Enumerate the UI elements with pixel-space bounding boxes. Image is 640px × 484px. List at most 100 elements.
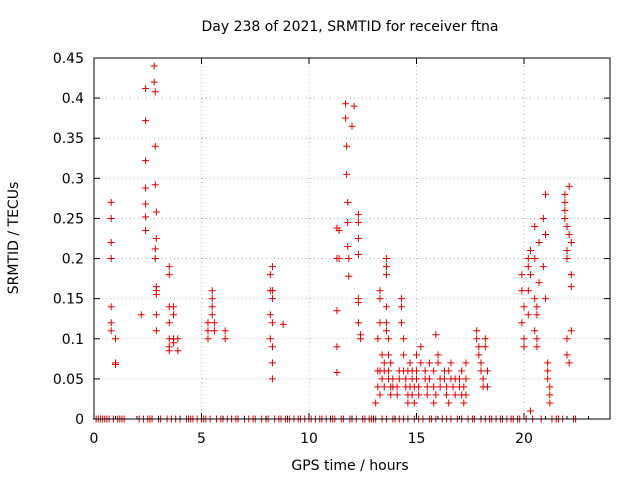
data-point — [423, 383, 431, 391]
data-point — [268, 343, 276, 351]
data-point — [165, 271, 173, 279]
data-point — [413, 351, 420, 359]
data-point — [354, 251, 362, 259]
data-point — [520, 343, 528, 351]
data-point — [389, 375, 397, 383]
data-point — [268, 375, 276, 383]
data-point — [151, 255, 159, 263]
data-point — [434, 359, 442, 367]
data-point — [208, 303, 216, 311]
data-point — [443, 391, 451, 399]
data-point — [400, 351, 408, 359]
data-point — [150, 62, 158, 70]
data-point — [142, 184, 150, 192]
data-point — [397, 319, 405, 327]
data-point — [397, 295, 405, 303]
data-point — [333, 307, 341, 315]
plot-frame — [93, 57, 611, 420]
data-point — [137, 311, 145, 319]
data-point — [518, 287, 526, 295]
data-point — [415, 383, 423, 391]
data-point — [561, 190, 569, 198]
data-point — [404, 399, 412, 407]
data-point — [354, 235, 362, 242]
data-point — [150, 78, 158, 86]
data-point — [524, 287, 532, 295]
data-point — [382, 255, 390, 263]
y-tick-label: 0.35 — [53, 131, 84, 147]
data-point — [385, 367, 393, 375]
data-point — [563, 247, 571, 255]
y-tick-label: 0.3 — [62, 171, 84, 187]
data-point — [425, 359, 433, 367]
data-point — [107, 319, 115, 327]
data-point — [343, 142, 351, 150]
data-point — [170, 339, 178, 347]
data-point — [208, 295, 216, 303]
data-point — [354, 218, 362, 226]
data-point — [475, 343, 483, 351]
data-point — [544, 367, 552, 375]
data-point — [535, 279, 543, 287]
data-point — [542, 295, 549, 303]
data-point — [266, 311, 274, 319]
data-point — [142, 200, 150, 208]
data-point — [567, 239, 575, 247]
data-point — [165, 347, 173, 355]
data-point — [563, 255, 571, 263]
data-point — [531, 295, 539, 303]
data-point — [210, 327, 218, 335]
y-tick-label: 0.1 — [62, 332, 84, 348]
data-point — [524, 255, 532, 263]
data-point — [425, 375, 433, 383]
data-point — [335, 255, 343, 263]
data-point — [142, 157, 150, 165]
data-point — [524, 263, 532, 271]
data-point — [475, 351, 483, 359]
data-point — [535, 239, 543, 247]
data-point — [417, 343, 425, 351]
data-point — [462, 375, 470, 383]
data-point — [440, 375, 448, 383]
data-points — [92, 62, 580, 423]
data-point — [518, 271, 526, 279]
data-point — [434, 351, 442, 359]
y-axis: 0 0.05 0.1 0.15 0.2 0.25 0.3 0.35 0.4 0.45 — [53, 51, 610, 428]
data-point — [460, 399, 468, 407]
data-point — [221, 335, 229, 343]
data-point — [112, 360, 119, 368]
data-point — [415, 391, 423, 399]
data-point — [546, 399, 554, 407]
data-point — [567, 271, 575, 279]
data-point — [563, 222, 571, 230]
data-point — [477, 359, 485, 367]
data-point — [382, 303, 390, 311]
y-axis-label: SRMTID / TECUs — [6, 182, 22, 295]
data-point — [151, 245, 159, 253]
y-tick-label: 0.05 — [53, 372, 84, 388]
x-axis: 0 5 10 15 20 — [90, 58, 589, 447]
data-point — [268, 287, 276, 295]
x-axis-label: GPS time / hours — [291, 458, 408, 474]
x-tick-label: 10 — [300, 431, 318, 447]
data-point — [152, 327, 160, 335]
data-point — [152, 311, 160, 319]
data-point — [210, 319, 218, 327]
data-point — [342, 114, 350, 122]
data-point — [387, 391, 395, 399]
data-point — [526, 271, 534, 279]
data-point — [387, 359, 395, 367]
data-point — [204, 319, 212, 327]
data-point — [473, 327, 481, 335]
data-point — [561, 214, 569, 222]
data-point — [449, 383, 457, 391]
data-point — [268, 263, 276, 271]
data-point — [432, 331, 440, 339]
data-point — [563, 335, 571, 343]
data-point — [333, 368, 341, 376]
data-point — [374, 383, 382, 391]
data-point — [483, 383, 491, 391]
data-point — [170, 303, 178, 311]
